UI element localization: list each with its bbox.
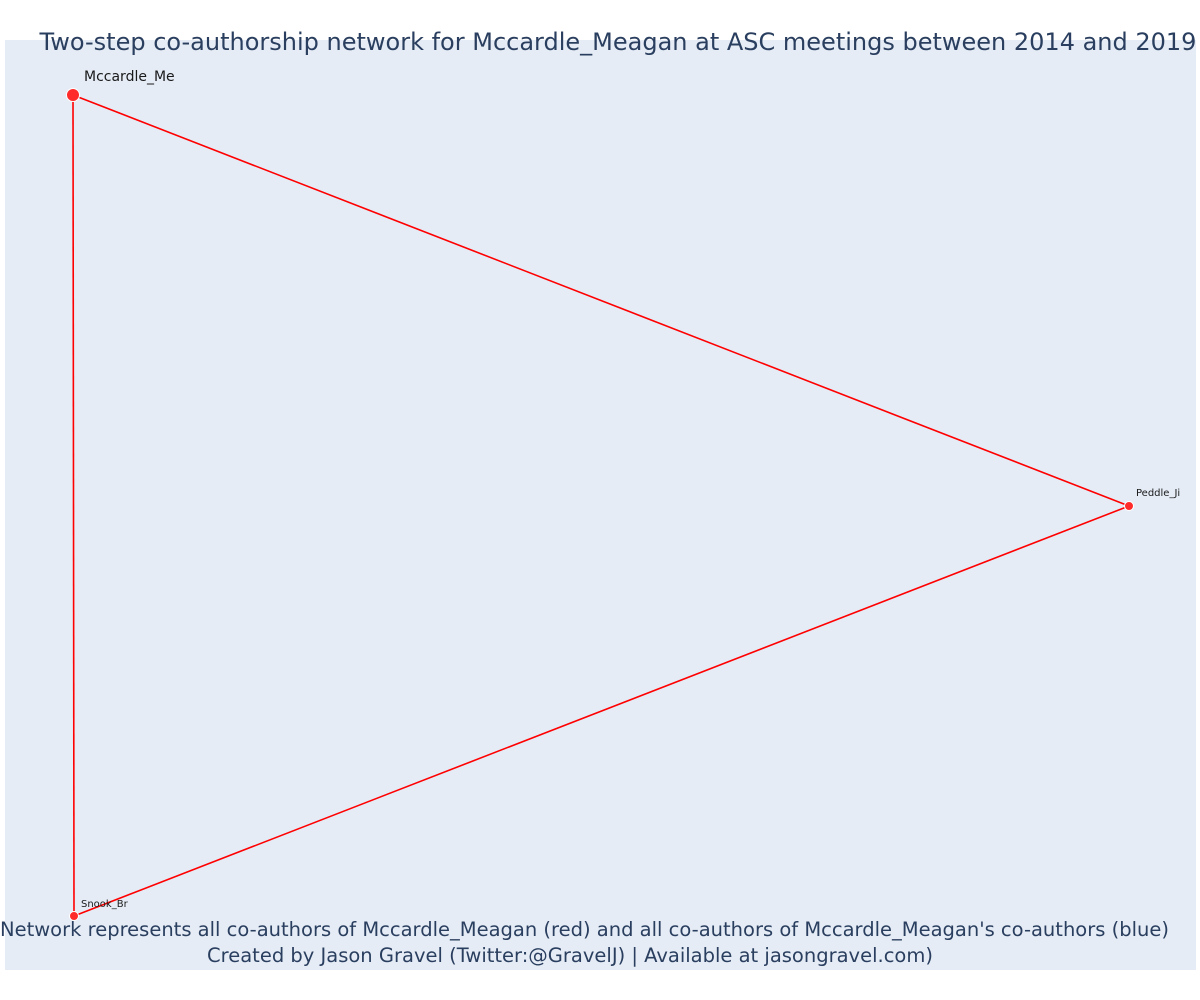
caption-description: Network represents all co-authors of Mcc… <box>0 918 1169 941</box>
edge-Mccardle_Meagan-Snook_Br <box>72 94 75 917</box>
plot-area <box>5 40 1196 970</box>
edge-Peddle_Ji-Snook_Br <box>73 505 1130 917</box>
node-Snook_Br[interactable] <box>69 911 79 921</box>
node-label-Mccardle_Meagan: Mccardle_Me <box>84 69 175 85</box>
node-Peddle_Ji[interactable] <box>1124 501 1134 511</box>
node-label-Snook_Br: Snook_Br <box>81 899 129 910</box>
chart-title: Two-step co-authorship network for Mccar… <box>39 28 1197 56</box>
labels-layer: Mccardle_Me Peddle_Ji Snook_Br <box>81 69 1180 910</box>
edge-Mccardle_Meagan-Peddle_Ji <box>72 94 1130 507</box>
node-label-Peddle_Ji: Peddle_Ji <box>1136 488 1180 499</box>
nodes-layer <box>66 88 1134 921</box>
caption-credit: Created by Jason Gravel (Twitter:@Gravel… <box>207 944 933 967</box>
edges-layer <box>72 94 1130 917</box>
node-Mccardle_Meagan[interactable] <box>66 88 80 102</box>
